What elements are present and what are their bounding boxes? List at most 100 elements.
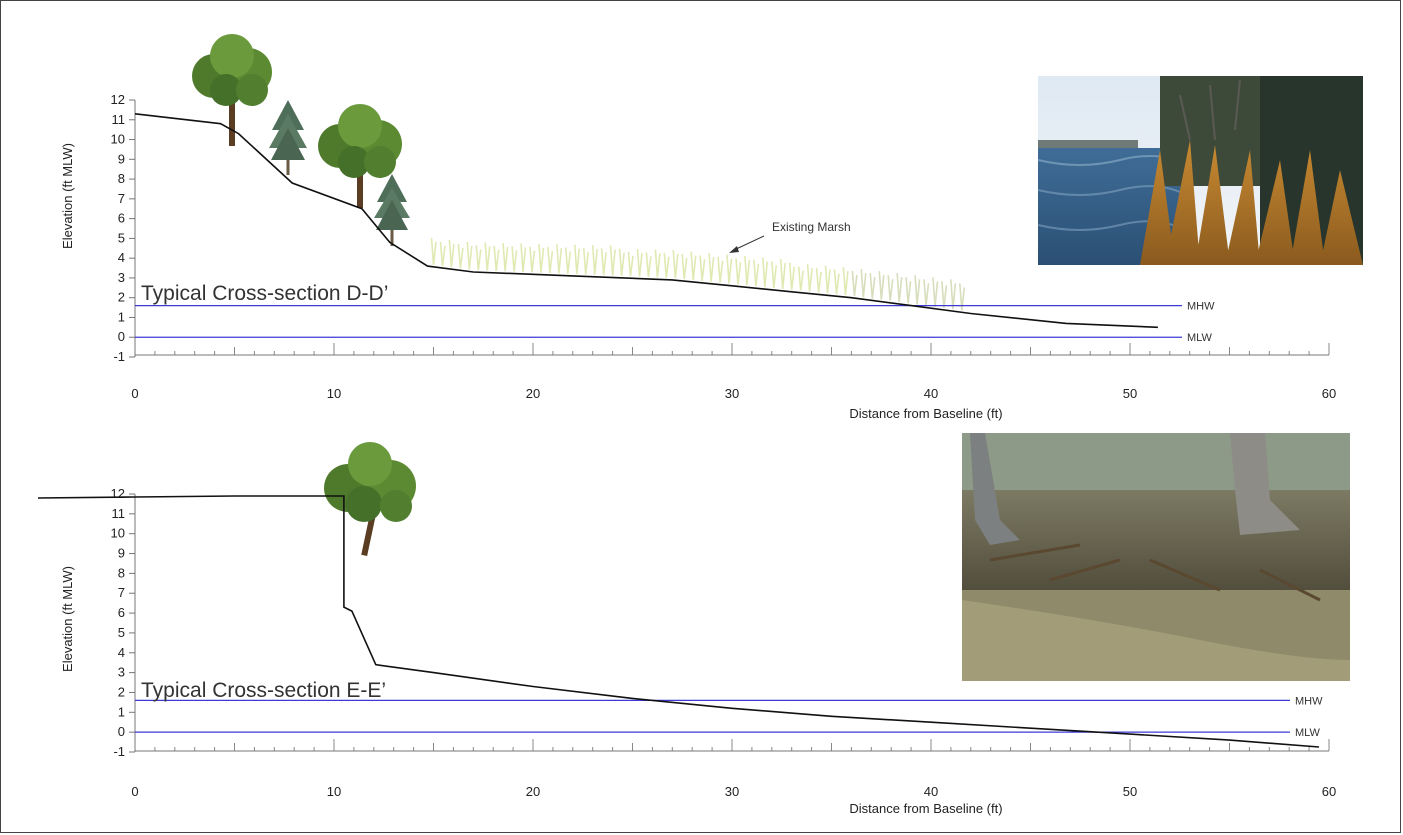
x-axis-title: Distance from Baseline (ft): [849, 406, 1002, 421]
grass-blade: [762, 257, 769, 288]
x-axis-ticks: 0 10 20 30 40 50 60: [131, 739, 1336, 799]
y-tick-label: 6: [118, 605, 125, 620]
x-tick-label: 50: [1123, 784, 1137, 799]
grass-blade: [950, 279, 957, 310]
chart-title: Typical Cross-section E-E’: [141, 679, 386, 702]
grass-blade: [896, 273, 903, 303]
x-tick-label: 40: [924, 386, 938, 401]
y-tick-label: 4: [118, 645, 125, 660]
y-tick-label: -1: [113, 349, 125, 364]
grass-blade: [923, 279, 930, 306]
grass-blade: [582, 247, 589, 275]
y-tick-label: 6: [118, 211, 125, 226]
marsh-photo: [1037, 76, 1363, 265]
chart-title: Typical Cross-section D-D’: [141, 282, 388, 305]
x-tick-label: 50: [1123, 386, 1137, 401]
y-tick-label: 8: [118, 565, 125, 580]
grass-blade: [753, 259, 760, 287]
x-tick-label: 60: [1322, 386, 1336, 401]
grass-blade: [708, 253, 715, 282]
x-tick-label: 10: [327, 386, 341, 401]
grass-blade: [887, 275, 894, 301]
grass-blade: [493, 245, 500, 271]
grass-blade: [824, 265, 831, 294]
grass-blade: [600, 248, 607, 276]
grass-blade: [574, 244, 581, 275]
pine-tree-illustration: [269, 100, 307, 175]
y-tick-label: 11: [112, 112, 126, 127]
grass-blade: [941, 281, 948, 308]
ground-profile-line: [134, 113, 1158, 329]
x-tick-label: 10: [327, 784, 341, 799]
grass-blade: [842, 267, 849, 296]
x-tick-label: 0: [131, 386, 138, 401]
grass-blade: [779, 258, 786, 289]
grass-blade: [869, 273, 876, 299]
grass-blade: [538, 243, 545, 273]
y-tick-label: 2: [118, 684, 125, 699]
y-tick-label: 10: [111, 132, 125, 147]
tree-illustration: [324, 442, 416, 557]
grass-blade: [914, 275, 921, 305]
y-tick-label: 0: [118, 724, 125, 739]
grass-blade: [654, 249, 661, 278]
grass-blade: [815, 267, 822, 293]
y-tick-label: 12: [111, 486, 125, 501]
x-tick-label: 60: [1322, 784, 1336, 799]
grass-blade: [609, 245, 616, 276]
tree-illustration: [318, 104, 402, 208]
annotation-arrow: [729, 235, 765, 253]
grass-blade: [457, 243, 464, 269]
bank-photo: [962, 433, 1350, 681]
grass-blade: [529, 246, 536, 273]
grass-blade: [735, 258, 742, 285]
grass-blade: [565, 247, 572, 274]
mhw-label: MHW: [1295, 695, 1323, 707]
grass-blade: [690, 251, 697, 281]
y-tick-label: 8: [118, 171, 125, 186]
grass-blade: [672, 250, 679, 279]
y-tick-label: 12: [111, 92, 125, 107]
grass-blade: [430, 237, 437, 265]
y-axis-title: Elevation (ft MLW): [60, 566, 75, 672]
grass-blade: [788, 262, 795, 290]
x-tick-label: 40: [924, 784, 938, 799]
y-tick-label: 7: [118, 191, 125, 206]
grass-blade: [484, 242, 491, 271]
grass-blade: [699, 255, 706, 281]
mhw-label: MHW: [1187, 301, 1215, 313]
grass-blade: [645, 252, 652, 278]
grass-blade: [439, 241, 446, 267]
grass-blade: [618, 248, 625, 276]
grass-blade: [591, 245, 598, 275]
grass-blade: [744, 256, 751, 286]
grass-blade: [511, 246, 518, 272]
grass-blade: [466, 241, 473, 270]
grass-blade: [627, 251, 634, 277]
grass-blade: [681, 253, 688, 280]
grass-blade: [502, 243, 509, 272]
y-tick-label: 0: [118, 329, 125, 344]
y-tick-label: 1: [118, 309, 125, 324]
grass-blade: [959, 283, 966, 311]
y-tick-label: 2: [118, 290, 125, 305]
grass-blade: [636, 249, 643, 277]
pine-tree-illustration: [374, 174, 410, 246]
grass-blade: [851, 270, 858, 297]
grass-blade: [860, 269, 867, 298]
x-tick-label: 20: [526, 784, 540, 799]
x-tick-label: 30: [725, 784, 739, 799]
grass-blade: [797, 266, 804, 291]
annotation-existing-marsh: Existing Marsh: [772, 220, 851, 234]
grass-blade: [806, 264, 813, 292]
y-tick-label: 11: [112, 506, 126, 521]
tree-illustration: [192, 34, 272, 146]
y-tick-label: 9: [118, 151, 125, 166]
x-tick-label: 30: [725, 386, 739, 401]
mlw-label: MLW: [1187, 332, 1212, 344]
grass-blade: [556, 244, 563, 274]
